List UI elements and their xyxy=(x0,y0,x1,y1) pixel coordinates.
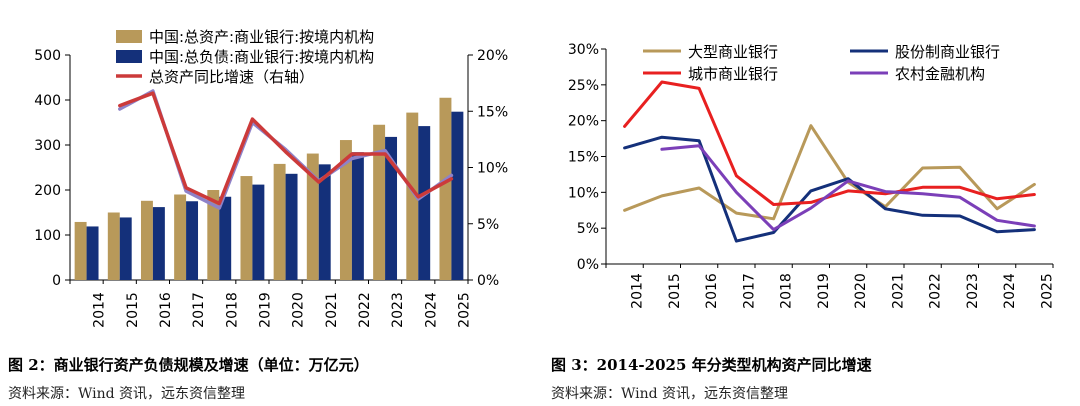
chart1-bar-total-assets xyxy=(207,190,220,280)
chart2-line-rural-institutions xyxy=(660,144,1036,232)
chart1-legend-label: 中国:总资产:商业银行:按境内机构 xyxy=(149,28,374,46)
chart1-bar-total-assets xyxy=(74,221,87,280)
chart1-bar-total-assets xyxy=(140,200,153,280)
chart1-bar-total-liabilities xyxy=(219,196,232,280)
chart1-bar-total-liabilities xyxy=(186,201,199,280)
chart1-left-tick-label: 300 xyxy=(34,138,61,154)
chart1-bar-total-liabilities xyxy=(152,207,165,280)
chart2-line-city-banks xyxy=(623,80,1036,206)
chart2-x-tick-label: 2021 xyxy=(890,273,906,309)
chart2-line-joint-stock-banks xyxy=(623,135,1036,243)
chart2-x-tick-label: 2025 xyxy=(1039,273,1055,309)
chart1-line-asset-growth xyxy=(118,91,454,206)
chart1-bar-total-liabilities xyxy=(418,126,431,280)
chart2-x-tick-label: 2022 xyxy=(928,273,944,309)
chart1-x-tick-label: 2014 xyxy=(92,292,108,328)
chart2-caption: 图 3：2014-2025 年分类型机构资产同比增速 xyxy=(551,356,872,374)
chart-bank-balance-sheet: 0 100 200 300 400 500 0% 5% 10% 15% 20% 2014 2015 201… xyxy=(34,28,508,328)
chart1-x-tick-label: 2018 xyxy=(224,292,240,328)
chart1-left-tick-label: 0 xyxy=(52,273,61,289)
chart1-left-tick-label: 400 xyxy=(34,93,61,109)
chart1-legend-swatch xyxy=(116,50,142,63)
chart1-x-tick-label: 2024 xyxy=(423,292,439,328)
chart-institution-growth: 0% 5% 10% 15% 20% 25% 30% 2014 2015 2016 2017 2018 2… xyxy=(568,42,1056,309)
chart2-legend-label: 大型商业银行 xyxy=(688,43,778,61)
chart1-x-tick-label: 2020 xyxy=(291,292,307,328)
chart1-x-tick-label: 2022 xyxy=(357,292,373,328)
chart1-bar-total-liabilities xyxy=(451,111,464,280)
chart1-bar-total-liabilities xyxy=(252,184,265,280)
chart1-x-tick-label: 2023 xyxy=(390,292,406,328)
chart1-bar-total-assets xyxy=(406,112,419,280)
chart1-left-tick-label: 100 xyxy=(34,228,61,244)
chart2-legend-label: 城市商业银行 xyxy=(688,65,778,83)
chart2-x-tick-label: 2017 xyxy=(741,273,757,309)
chart2-x-tick-label: 2020 xyxy=(853,273,869,309)
chart1-x-tick-label: 2016 xyxy=(158,292,174,328)
chart2-x-tick-label: 2018 xyxy=(779,273,795,309)
chart2-line-large-banks xyxy=(623,124,1036,221)
chart1-bar-total-liabilities xyxy=(285,173,298,280)
chart1-bar-total-assets xyxy=(107,212,120,280)
chart2-x-tick-label: 2014 xyxy=(630,273,646,309)
chart2-x-tick-label: 2019 xyxy=(816,273,832,309)
chart2-y-tick-label: 15% xyxy=(568,150,599,166)
chart1-legend-label: 总资产同比增速（右轴） xyxy=(149,68,314,86)
chart2-legend-label: 农村金融机构 xyxy=(895,65,985,83)
chart2-y-tick-label: 5% xyxy=(577,221,599,237)
chart1-x-tick-label: 2015 xyxy=(125,292,141,328)
chart2-source: 资料来源：Wind 资讯，远东资信整理 xyxy=(551,386,788,402)
chart1-bar-total-liabilities xyxy=(318,164,331,280)
chart1-bar-total-assets xyxy=(373,124,386,280)
chart1-bar-total-assets xyxy=(240,176,253,280)
chart1-bar-total-liabilities xyxy=(86,226,99,280)
chart1-x-tick-label: 2017 xyxy=(191,292,207,328)
chart1-bar-total-liabilities xyxy=(119,217,132,280)
chart1-right-tick-label: 20% xyxy=(477,48,508,64)
chart2-x-tick-label: 2016 xyxy=(704,273,720,309)
chart2-y-tick-label: 25% xyxy=(568,78,599,94)
chart1-right-tick-label: 5% xyxy=(477,217,499,233)
chart2-x-tick-label: 2015 xyxy=(667,273,683,309)
chart1-right-tick-label: 10% xyxy=(477,161,508,177)
chart1-legend-label: 中国:总负债:商业银行:按境内机构 xyxy=(149,48,374,66)
chart1-bar-total-assets xyxy=(306,153,319,280)
chart1-bar-total-assets xyxy=(273,163,286,280)
chart2-y-tick-label: 20% xyxy=(568,114,599,130)
chart2-x-tick-label: 2024 xyxy=(1002,273,1018,309)
chart1-right-tick-label: 15% xyxy=(477,104,508,120)
chart1-bar-total-assets xyxy=(439,97,452,280)
chart1-x-tick-label: 2025 xyxy=(456,292,472,328)
chart1-right-tick-label: 0% xyxy=(477,273,499,289)
chart1-left-tick-label: 200 xyxy=(34,183,61,199)
chart1-bar-total-liabilities xyxy=(385,136,398,280)
chart1-left-tick-label: 500 xyxy=(34,48,61,64)
chart1-bar-total-assets xyxy=(339,140,352,280)
chart2-y-tick-label: 10% xyxy=(568,185,599,201)
chart1-source: 资料来源：Wind 资讯，远东资信整理 xyxy=(8,386,245,402)
chart1-caption: 图 2：商业银行资产负债规模及增速（单位：万亿元） xyxy=(8,356,369,374)
chart1-x-tick-label: 2021 xyxy=(324,292,340,328)
chart2-y-tick-label: 30% xyxy=(568,42,599,58)
chart1-bar-total-liabilities xyxy=(351,152,364,280)
chart1-bar-total-assets xyxy=(174,194,187,280)
chart2-x-tick-label: 2023 xyxy=(965,273,981,309)
chart1-legend-swatch xyxy=(116,30,142,43)
chart2-y-tick-label: 0% xyxy=(577,257,599,273)
chart2-legend-label: 股份制商业银行 xyxy=(895,43,1000,61)
chart1-x-tick-label: 2019 xyxy=(257,292,273,328)
